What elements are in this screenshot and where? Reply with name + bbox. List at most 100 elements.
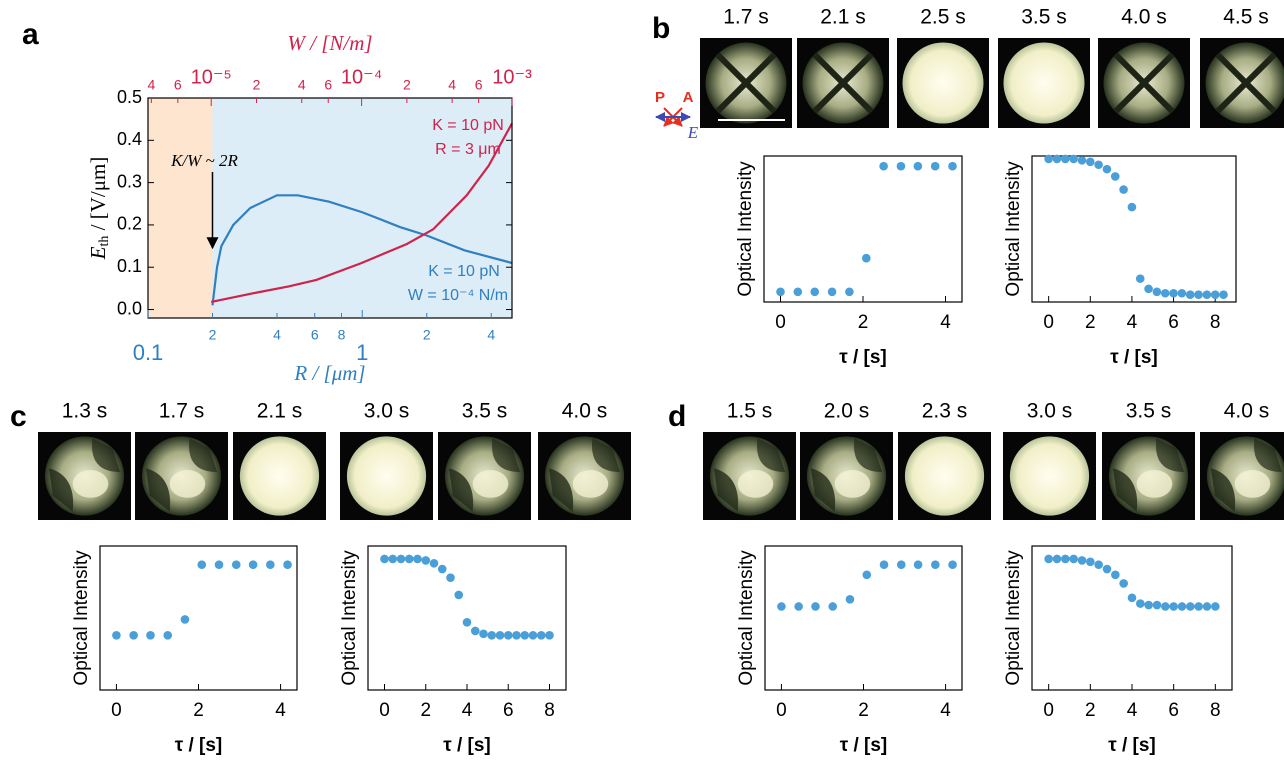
data-point — [429, 558, 439, 568]
time-label: 2.5 s — [920, 6, 966, 29]
data-point — [1127, 593, 1137, 603]
time-label: 1.7 s — [159, 400, 205, 423]
data-point — [1219, 290, 1228, 300]
texture-bright — [834, 470, 871, 498]
micrograph — [233, 432, 326, 520]
texture-dark — [853, 438, 883, 473]
annotation: W = 10⁻⁴ N/m — [408, 287, 508, 304]
data-point — [828, 602, 838, 611]
data-point — [879, 560, 889, 570]
texture-dark — [48, 468, 74, 512]
data-point — [248, 560, 258, 570]
texture-bright — [1136, 470, 1173, 498]
x-tick-label: 2 — [858, 700, 869, 721]
data-point — [479, 629, 488, 639]
texture-dark — [145, 468, 171, 512]
data-point — [470, 626, 480, 636]
texture-bright — [737, 470, 774, 498]
panel-label: b — [652, 12, 670, 45]
y-label-subscript: th — [97, 236, 112, 247]
data-point — [896, 560, 906, 570]
x2-tick-label: 6 — [324, 77, 332, 93]
data-point — [396, 554, 406, 564]
droplet — [239, 436, 320, 516]
data-point — [1144, 284, 1153, 294]
data-point — [948, 560, 957, 570]
x-tick-label: 0.1 — [133, 340, 164, 365]
data-point — [1119, 579, 1128, 588]
x-tick-label: 4 — [940, 700, 951, 721]
x2-axis-label: W / [N/m] — [287, 31, 372, 55]
polarizer-label: P — [655, 89, 665, 106]
x-tick-label: 2 — [423, 327, 431, 343]
x-tick-label: 4 — [273, 327, 281, 343]
x-tick-label: 1 — [356, 340, 368, 365]
data-point — [1169, 602, 1178, 611]
data-point — [1044, 154, 1053, 164]
x-tick-label: 2 — [1085, 312, 1096, 333]
data-point — [388, 554, 398, 564]
panel-label: d — [668, 400, 686, 433]
y-axis-label: Optical Intensity — [1003, 161, 1024, 297]
data-line — [210, 122, 513, 303]
data-point — [146, 630, 155, 640]
texture-dark — [713, 468, 739, 512]
annotation: K = 10 pN — [432, 117, 504, 134]
data-point — [1094, 160, 1103, 170]
data-point — [1085, 157, 1095, 167]
data-point — [512, 630, 521, 640]
x-tick-label: 2 — [858, 312, 869, 333]
y-axis-label: Optical Intensity — [71, 550, 92, 686]
x-tick-label: 0 — [776, 700, 787, 721]
data-point — [487, 630, 497, 640]
x-tick-label: 6 — [1168, 312, 1179, 333]
x-tick-label: 2 — [209, 327, 217, 343]
data-point — [793, 287, 803, 297]
data-point — [1069, 154, 1078, 164]
data-point — [1186, 602, 1195, 611]
time-label: 3.5 s — [462, 400, 508, 423]
data-point — [1169, 288, 1178, 298]
data-point — [266, 560, 275, 570]
polarizer-icon: P A E — [655, 89, 699, 142]
data-point — [777, 602, 786, 611]
droplet — [904, 436, 985, 516]
data-point — [930, 161, 940, 171]
plot-frame — [763, 155, 963, 303]
x-tick-label: 6 — [311, 327, 319, 343]
micrograph — [438, 432, 531, 520]
y-label-unit: / [V/μm] — [86, 157, 110, 236]
data-point — [545, 630, 554, 640]
data-point — [413, 554, 422, 564]
x-axis-label: τ / [s] — [175, 735, 223, 756]
data-point — [1077, 156, 1087, 165]
x-tick-label: 2 — [420, 700, 431, 721]
data-point — [462, 618, 472, 627]
texture-bright — [1234, 470, 1271, 498]
analyzer-label: A — [683, 89, 694, 106]
y-axis-label: Optical Intensity — [736, 550, 757, 686]
data-point — [1102, 164, 1112, 174]
data-point — [528, 630, 538, 640]
data-point — [1160, 288, 1170, 298]
data-point — [1119, 185, 1128, 194]
x-tick-label: 6 — [503, 700, 514, 721]
texture-dark — [188, 438, 218, 473]
y-tick-label: 0.2 — [117, 214, 142, 234]
micrograph — [800, 432, 893, 520]
time-label: 3.5 s — [1126, 400, 1172, 423]
micrograph — [1003, 432, 1096, 520]
y-label-symbol: E — [86, 246, 110, 260]
data-point — [879, 161, 888, 171]
data-point — [913, 560, 923, 570]
y-axis-label: Optical Intensity — [1003, 550, 1024, 686]
texture-dark — [1155, 438, 1185, 473]
data-point — [1177, 602, 1187, 611]
y-axis-label: Optical Intensity — [339, 550, 360, 686]
x-tick-label: 8 — [338, 327, 346, 343]
x2-tick-label: 2 — [253, 77, 261, 93]
y-tick-label: 0.5 — [117, 87, 142, 107]
x-axis-label: τ / [s] — [1110, 347, 1158, 368]
x-tick-label: 4 — [1127, 312, 1138, 333]
data-point — [536, 630, 546, 640]
